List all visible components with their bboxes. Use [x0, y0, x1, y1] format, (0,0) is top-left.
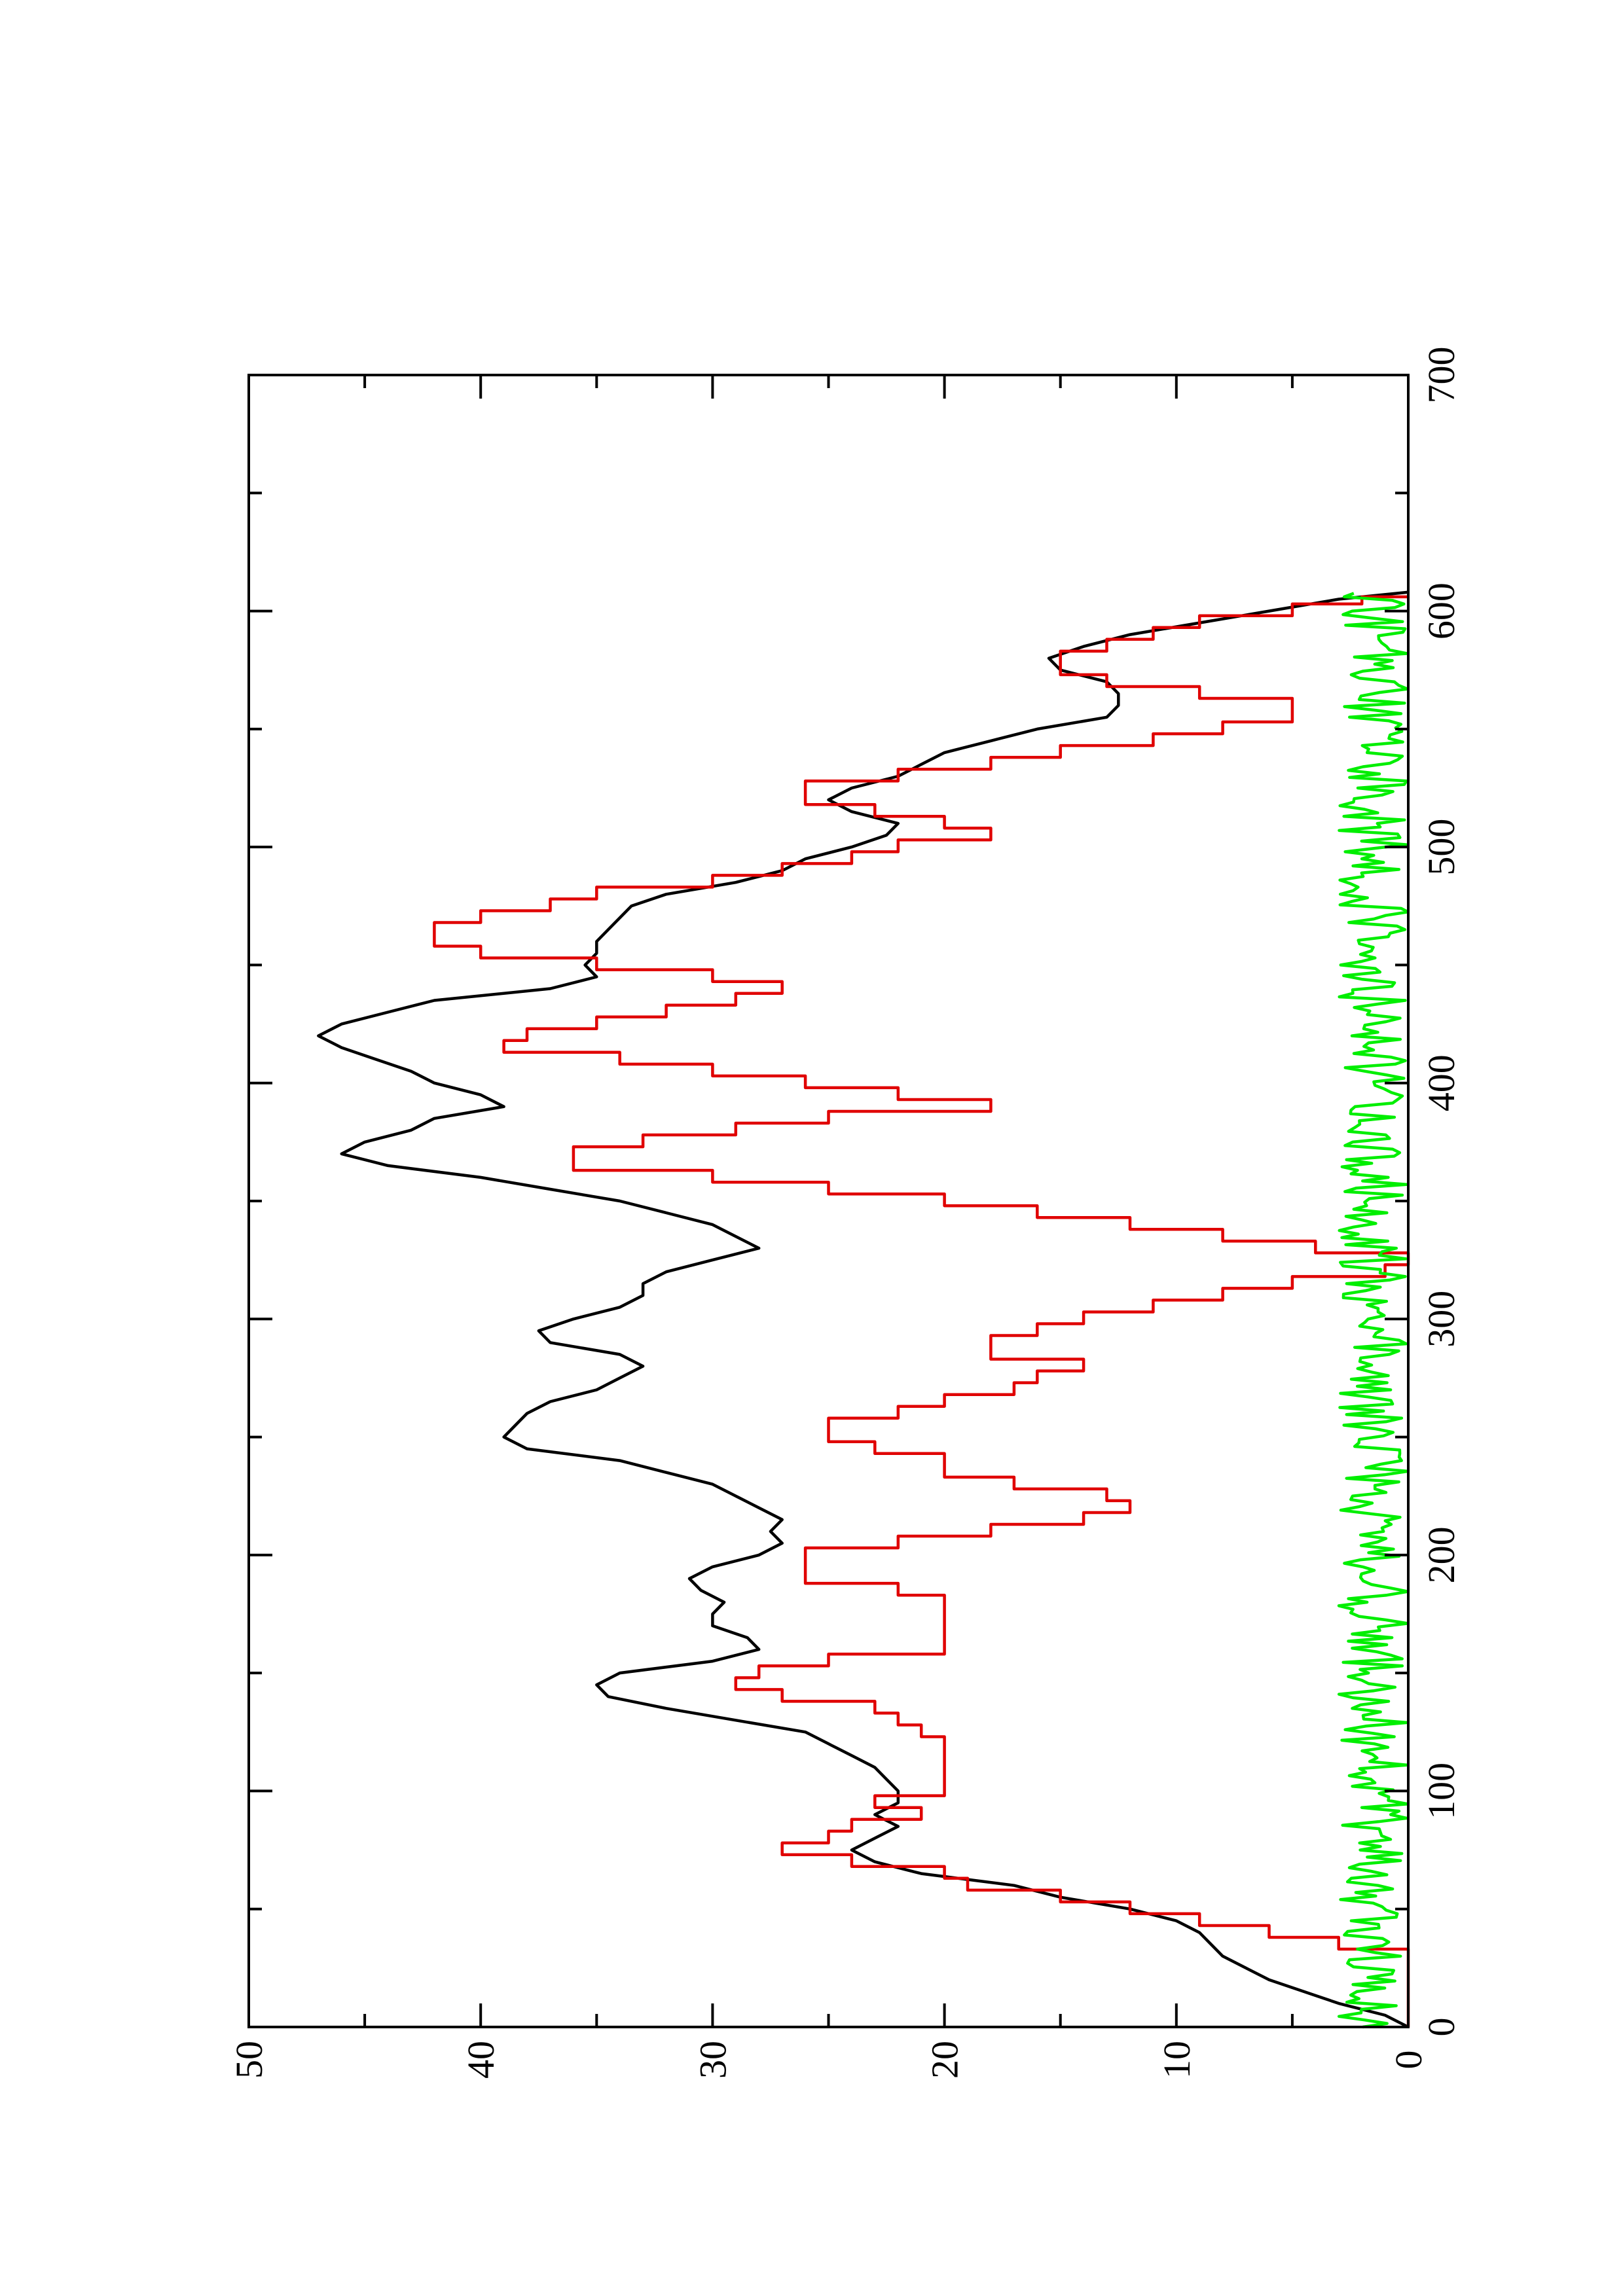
x-tick-label: 600	[1420, 583, 1463, 639]
y-tick-label: 10	[1156, 2041, 1198, 2079]
series-line-1	[433, 595, 1410, 2027]
x-tick-label: 100	[1420, 1763, 1463, 1820]
x-tick-label: 300	[1420, 1291, 1463, 1348]
tick-marks	[249, 375, 1408, 2027]
x-tick-label: 0	[1420, 2018, 1463, 2037]
x-tick-label: 500	[1420, 819, 1463, 876]
y-tick-label: 0	[1387, 2051, 1430, 2070]
x-tick-label: 200	[1420, 1526, 1463, 1583]
y-tick-label: 50	[228, 2041, 270, 2079]
plot-frame	[247, 374, 1410, 2028]
plot-area	[317, 590, 1410, 2029]
x-tick-label: 400	[1420, 1054, 1463, 1111]
y-tick-label: 20	[924, 2041, 966, 2079]
y-tick-label: 30	[691, 2041, 734, 2079]
series-line-2	[1337, 592, 1410, 2029]
tick-labels: 0 100 200 300 400 500 600 700 0 10 20 30 40 50	[228, 347, 1463, 2079]
x-tick-label: 700	[1420, 347, 1463, 404]
y-tick-label: 40	[460, 2041, 502, 2079]
series-line-0	[317, 590, 1410, 2029]
